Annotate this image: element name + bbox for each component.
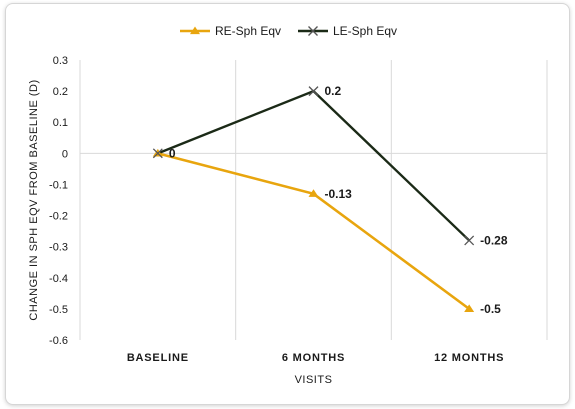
y-tick-label: -0.2 <box>49 211 68 223</box>
y-tick-label: -0.3 <box>49 242 68 254</box>
x-marker-stroke <box>308 86 319 97</box>
y-tick-label: -0.5 <box>49 304 68 316</box>
data-label: -0.5 <box>480 302 501 316</box>
legend-label: RE-Sph Eqv <box>215 24 281 38</box>
y-tick-label: 0 <box>62 148 68 160</box>
data-label: -0.13 <box>325 187 353 201</box>
x-category-label: 12 MONTHS <box>434 352 504 364</box>
data-point-le <box>308 86 319 97</box>
data-label: -0.28 <box>480 233 508 247</box>
y-tick-label: -0.6 <box>49 335 68 347</box>
x-marker-stroke <box>308 26 318 36</box>
chart-frame <box>5 3 570 405</box>
data-point-le <box>152 148 163 159</box>
x-marker-stroke <box>152 148 163 159</box>
series-line-re <box>157 152 470 310</box>
legend-label: LE-Sph Eqv <box>333 24 397 38</box>
x-marker-stroke <box>464 235 475 246</box>
data-label: 0 <box>169 146 176 160</box>
x-category-label: BASELINE <box>127 352 189 364</box>
x-category-label: 6 MONTHS <box>282 352 345 364</box>
x-axis-title: VISITS <box>295 374 333 386</box>
y-tick-label: 0.3 <box>53 55 68 67</box>
data-point-re <box>464 304 475 313</box>
legend-triangle-marker <box>190 26 200 35</box>
y-axis-title: CHANGE IN SPH EQV FROM BASELINE (D) <box>28 79 40 320</box>
y-tick-label: -0.1 <box>49 179 68 191</box>
data-point-le <box>464 235 475 246</box>
y-tick-label: 0.1 <box>53 117 68 129</box>
legend-x-marker <box>308 26 318 36</box>
y-tick-label: -0.4 <box>49 273 68 285</box>
data-label: 0.2 <box>325 84 342 98</box>
data-point-re <box>308 189 319 197</box>
y-tick-label: 0.2 <box>53 86 68 98</box>
